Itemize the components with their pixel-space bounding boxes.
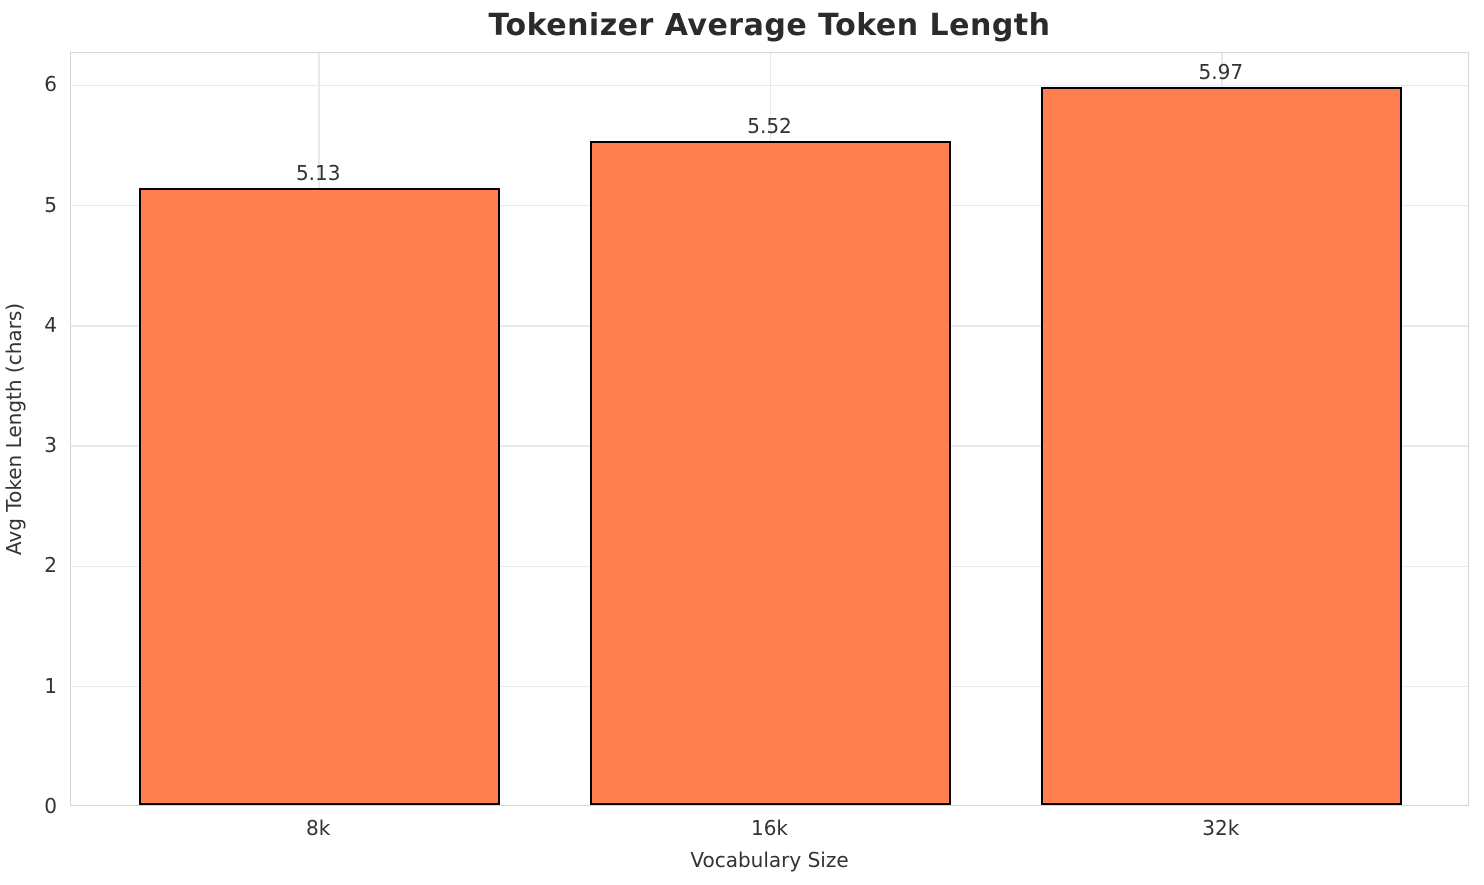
y-tick-label: 3	[44, 433, 57, 458]
y-tick-label: 6	[44, 72, 57, 97]
bar-value-label: 5.97	[1198, 60, 1244, 85]
y-tick-label: 0	[44, 794, 57, 818]
y-tick-label: 5	[44, 192, 57, 217]
bar-value-label: 5.13	[295, 161, 341, 186]
y-tick-label: 1	[44, 673, 57, 698]
bar	[138, 188, 500, 805]
plot-area	[70, 52, 1469, 806]
gridline-horizontal	[71, 84, 1468, 87]
chart-title: Tokenizer Average Token Length	[488, 8, 1051, 43]
y-tick-label: 4	[44, 312, 57, 337]
bar	[589, 141, 951, 805]
x-tick-label: 16k	[750, 816, 789, 840]
bar-value-label: 5.52	[747, 114, 792, 139]
x-tick-label: 32k	[1202, 816, 1240, 840]
bar	[1041, 87, 1403, 805]
x-axis-label: Vocabulary Size	[690, 848, 849, 872]
y-tick-label: 2	[44, 553, 57, 578]
x-tick-label: 8k	[306, 816, 331, 840]
y-axis-label: Avg Token Length (chars)	[2, 302, 26, 556]
